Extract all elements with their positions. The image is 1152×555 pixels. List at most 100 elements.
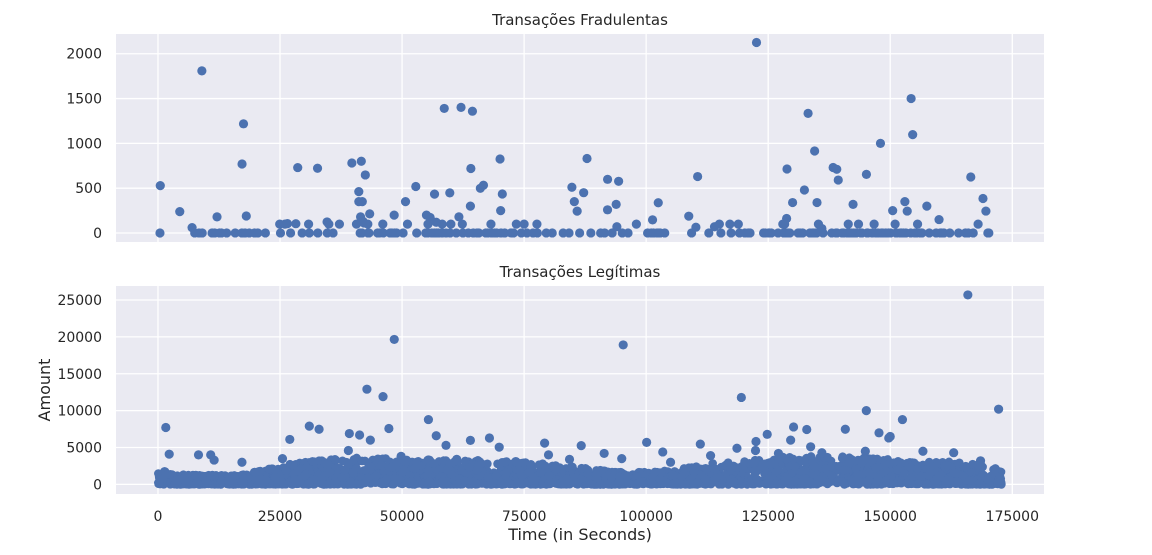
- data-point: [908, 129, 918, 140]
- data-point: [290, 475, 300, 485]
- data-point: [338, 456, 347, 466]
- data-point: [348, 468, 358, 477]
- data-point: [602, 174, 613, 184]
- data-point: [665, 457, 676, 467]
- data-point: [693, 171, 703, 182]
- data-point: [445, 188, 455, 198]
- data-point: [848, 455, 857, 465]
- data-point: [773, 465, 783, 475]
- data-point: [387, 463, 396, 472]
- data-point: [913, 464, 922, 473]
- data-point: [670, 477, 680, 487]
- data-point: [766, 228, 776, 238]
- data-point: [838, 452, 847, 462]
- data-point: [917, 471, 926, 481]
- data-point: [958, 471, 967, 481]
- data-point: [293, 162, 303, 173]
- data-point: [906, 479, 916, 489]
- data-point: [478, 479, 488, 488]
- data-point: [677, 472, 686, 482]
- data-point: [270, 472, 280, 482]
- data-point: [373, 228, 383, 238]
- data-point: [949, 468, 959, 478]
- data-point: [906, 462, 915, 472]
- data-point: [860, 455, 870, 465]
- data-point: [564, 454, 575, 464]
- data-point: [398, 228, 408, 238]
- data-point: [431, 431, 441, 441]
- data-point: [340, 465, 350, 474]
- data-point: [839, 479, 849, 489]
- data-point: [599, 448, 609, 459]
- data-point: [782, 164, 792, 174]
- data-point: [575, 228, 585, 238]
- x-tick-label: 100000: [619, 509, 672, 525]
- data-point: [896, 458, 905, 468]
- legit-transactions-panel: Transações Legítimas 0 5000 10000 15000 2000…: [57, 263, 1044, 525]
- data-point: [798, 228, 808, 238]
- data-point: [378, 219, 388, 229]
- data-point: [902, 206, 912, 216]
- data-point: [500, 479, 509, 489]
- data-point: [631, 219, 641, 229]
- data-point: [622, 473, 631, 482]
- data-point: [452, 480, 462, 489]
- data-point: [788, 422, 799, 432]
- data-point: [758, 459, 767, 469]
- data-point: [603, 479, 612, 489]
- data-point: [412, 457, 421, 467]
- data-point: [762, 429, 772, 439]
- data-point: [478, 180, 489, 190]
- data-point: [155, 228, 165, 238]
- scatter-points: [155, 37, 994, 238]
- data-point: [209, 455, 219, 465]
- data-point: [312, 163, 323, 173]
- data-point: [511, 456, 521, 467]
- data-point: [821, 464, 830, 473]
- data-point: [158, 474, 168, 483]
- data-point: [371, 472, 380, 481]
- data-point: [900, 197, 910, 207]
- data-point: [803, 108, 813, 118]
- data-point: [710, 464, 720, 473]
- data-point: [582, 153, 592, 164]
- data-point: [552, 464, 561, 474]
- data-point: [431, 217, 441, 227]
- data-point: [337, 473, 347, 482]
- data-point: [237, 457, 247, 467]
- data-point: [328, 228, 338, 238]
- data-point: [237, 159, 247, 169]
- data-point: [472, 465, 482, 475]
- data-point: [802, 424, 812, 435]
- data-point: [496, 206, 506, 216]
- data-point: [193, 450, 204, 460]
- data-point: [467, 106, 478, 116]
- data-point: [733, 219, 743, 229]
- data-point: [543, 450, 554, 460]
- fraud-panel-title: Transações Fradulentas: [491, 11, 668, 29]
- x-tick-label: 75000: [502, 509, 547, 525]
- data-point: [361, 465, 370, 475]
- data-point: [412, 228, 422, 238]
- data-point: [452, 454, 462, 464]
- data-point: [171, 476, 181, 486]
- data-point: [943, 461, 952, 470]
- data-point: [983, 474, 992, 484]
- data-point: [723, 458, 733, 468]
- data-point: [303, 219, 314, 229]
- data-point: [765, 473, 774, 483]
- data-point: [300, 471, 310, 481]
- data-point: [684, 211, 694, 221]
- data-point: [164, 449, 174, 459]
- y-tick-label: 25000: [57, 293, 102, 309]
- data-point: [446, 219, 456, 229]
- data-point: [429, 189, 440, 199]
- data-point: [869, 219, 879, 229]
- data-point: [586, 228, 596, 238]
- data-point: [238, 477, 248, 486]
- data-point: [365, 209, 375, 219]
- data-point: [716, 228, 726, 238]
- data-point: [853, 469, 863, 479]
- data-point: [773, 448, 784, 459]
- data-point: [750, 445, 761, 456]
